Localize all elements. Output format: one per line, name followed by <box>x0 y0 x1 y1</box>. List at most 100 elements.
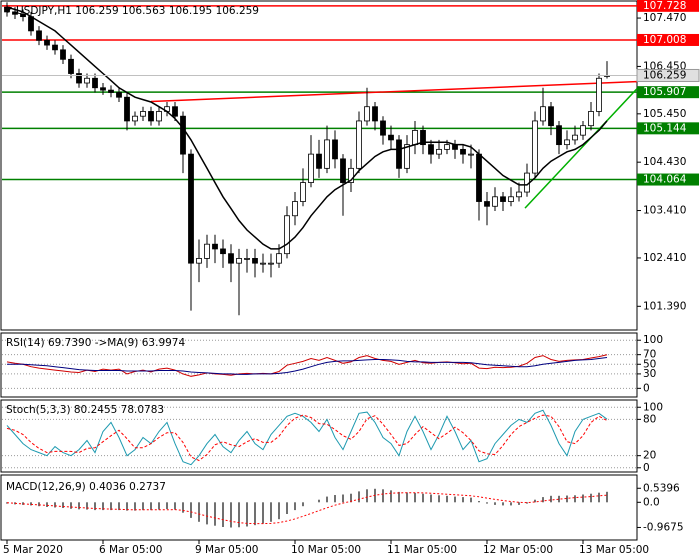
candle-body <box>44 39 50 46</box>
candle-body <box>356 120 362 169</box>
y-tick-label: 0.0 <box>643 496 660 508</box>
candle-body <box>156 111 162 122</box>
level-label-box <box>637 122 699 135</box>
level-label: 107.008 <box>643 34 686 46</box>
candle-body <box>404 144 410 169</box>
candle-body <box>364 106 370 122</box>
candle-body <box>308 153 314 183</box>
candle-body <box>132 115 138 122</box>
candle-body <box>76 73 82 84</box>
level-label: 107.728 <box>643 0 686 12</box>
candle-body <box>516 191 522 198</box>
pane-frame <box>0 332 638 398</box>
candle-body <box>428 144 434 155</box>
x-tick-label: 9 Mar 05:00 <box>195 544 258 556</box>
y-tick-label: -0.9675 <box>643 521 684 533</box>
candle-body <box>572 134 578 141</box>
indicator-line <box>7 357 608 375</box>
x-tick-label: 13 Mar 05:00 <box>579 544 649 556</box>
candle-body <box>148 111 154 122</box>
y-tick-label: 20 <box>643 450 656 462</box>
pane-title: Stoch(5,3,3) 80.2455 78.0783 <box>6 404 164 416</box>
candle-body <box>68 58 74 74</box>
candle-body <box>52 44 58 51</box>
candle-body <box>124 96 130 122</box>
y-tick-label: 80 <box>643 413 656 425</box>
candle-body <box>60 49 66 60</box>
candle-body <box>396 139 402 169</box>
candle-body <box>292 201 298 217</box>
candle-body <box>444 144 450 150</box>
y-tick-label: 104.430 <box>643 156 686 168</box>
candle-body <box>412 130 418 146</box>
y-tick-label: 107.470 <box>643 12 686 24</box>
candle-body <box>204 243 210 259</box>
level-label: 104.064 <box>643 174 687 186</box>
candle-body <box>100 87 106 91</box>
candle-body <box>284 215 290 255</box>
candle-body <box>28 16 34 32</box>
candle-body <box>372 106 378 122</box>
moving-average <box>6 6 608 250</box>
candle-body <box>260 262 266 265</box>
level-label: 105.144 <box>643 122 687 134</box>
x-tick-label: 11 Mar 05:00 <box>387 544 457 556</box>
candle-body <box>540 106 546 122</box>
level-label: 105.907 <box>643 86 686 98</box>
y-tick-label: 0 <box>643 462 650 474</box>
current-price-box <box>636 68 700 82</box>
y-tick-label: 50 <box>643 358 656 370</box>
candle-body <box>460 148 466 155</box>
indicator-line <box>6 354 608 377</box>
candle-body <box>532 120 538 174</box>
candle-body <box>92 77 98 89</box>
x-tick-label: 10 Mar 05:00 <box>291 544 361 556</box>
candle-body <box>196 258 202 264</box>
candle-body <box>316 153 322 169</box>
y-tick-label: 105.450 <box>643 108 686 120</box>
candle-body <box>268 262 274 265</box>
candle-body <box>180 115 186 155</box>
pane-frame <box>0 399 638 473</box>
candle-body <box>332 139 338 160</box>
level-label-box <box>637 173 699 186</box>
candle-body <box>236 258 242 264</box>
y-tick-label: 101.390 <box>643 300 686 312</box>
candle-body <box>340 158 346 183</box>
candle-body <box>476 153 482 202</box>
candle-body <box>596 77 602 112</box>
candle-body <box>228 253 234 264</box>
y-tick-label: 103.410 <box>643 205 686 217</box>
candle-body <box>436 148 442 155</box>
indicator-line <box>6 414 608 462</box>
candle-body <box>508 196 514 202</box>
candle-body <box>348 167 354 183</box>
candle-body <box>500 196 506 202</box>
candle-body <box>188 153 194 264</box>
chart-title: USDJPY,H1 106.259 106.563 106.195 106.25… <box>16 5 259 17</box>
candle-body <box>276 253 282 264</box>
candle-body <box>452 144 458 150</box>
candle-body <box>20 13 26 18</box>
candle-body <box>580 125 586 136</box>
y-tick-label: 0 <box>643 382 650 394</box>
symbol-marker <box>4 7 12 13</box>
candle-body <box>84 77 90 84</box>
candle-body <box>420 130 426 146</box>
candle-body <box>140 111 146 117</box>
y-tick-label: 30 <box>643 368 656 380</box>
candle-body <box>380 120 386 136</box>
candle-body <box>324 139 330 169</box>
candle-body <box>12 11 18 15</box>
candle-body <box>548 106 554 127</box>
candle-body <box>492 196 498 207</box>
trend-line <box>150 80 638 103</box>
candle-body <box>172 106 178 117</box>
y-tick-label: 102.410 <box>643 252 686 264</box>
x-tick-label: 5 Mar 2020 <box>3 544 63 556</box>
candle-body <box>564 139 570 146</box>
y-tick-label: 70 <box>643 349 656 361</box>
y-tick-label: 100 <box>643 334 663 346</box>
